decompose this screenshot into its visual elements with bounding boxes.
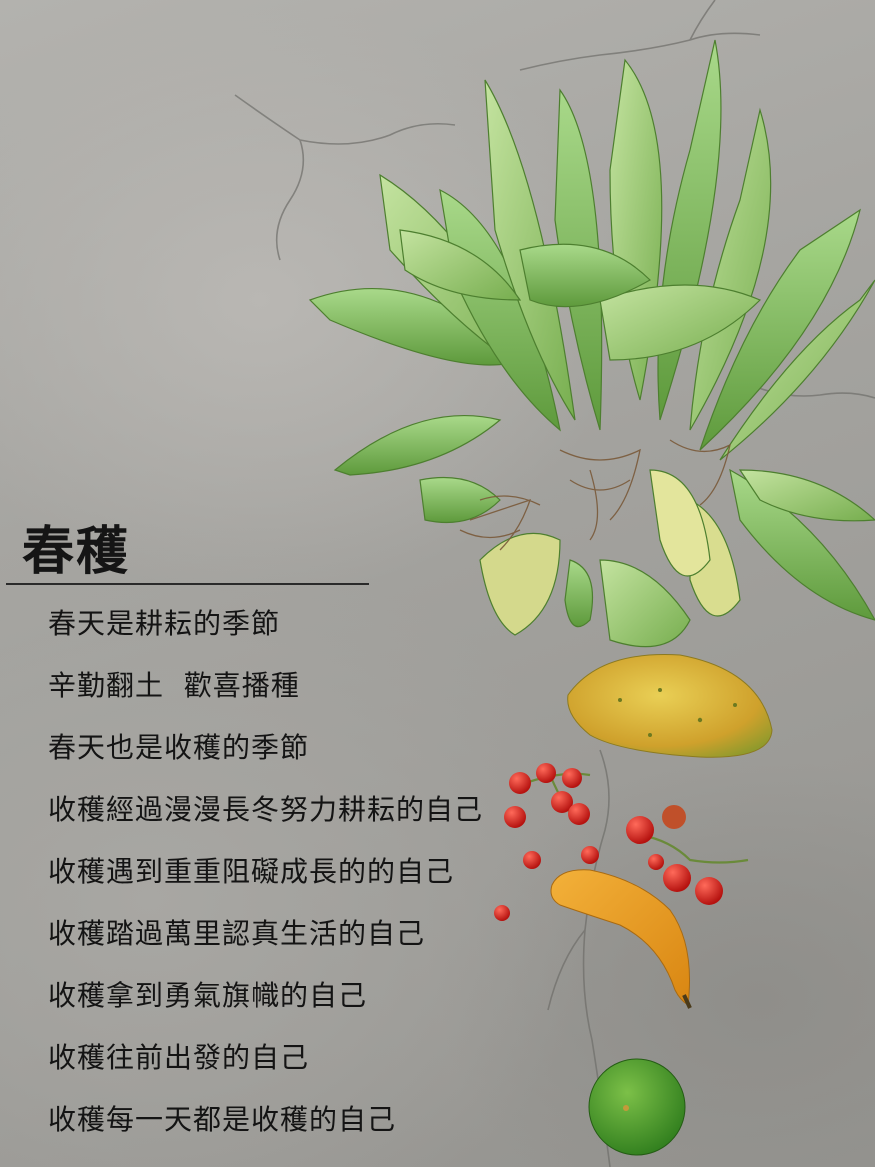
poem-line: 春天也是收穫的季節 [48,731,310,764]
lettuce-roots [459,439,731,551]
cherry-tomatoes [494,763,749,921]
banana [550,869,692,1009]
poem-line: 春天是耕耘的季節 [48,607,281,640]
poem-line: 收穫踏過萬里認真生活的自己 [48,917,426,950]
poem-line: 收穫拿到勇氣旗幟的自己 [48,979,368,1012]
poem-line: 收穫遇到重重阻礙成長的的自己 [48,855,455,888]
papaya [567,654,773,758]
poem-title: 春穫 [22,522,131,582]
green-citrus [588,1058,686,1156]
poem-lines: 春天是耕耘的季節 辛勤翻土 歡喜播種 春天也是收穫的季節 收穫經過漫漫長冬努力耕… [48,602,483,1160]
poem-line: 收穫往前出發的自己 [48,1041,310,1074]
poem-line: 收穫每一天都是收穫的自己 [48,1103,397,1136]
poem-line: 收穫經過漫漫長冬努力耕耘的自己 [48,793,484,826]
poem-line: 辛勤翻土 歡喜播種 [48,669,300,702]
title-divider [6,583,369,585]
lettuce-bunch [308,39,875,648]
pavement-cracks [234,0,875,1167]
